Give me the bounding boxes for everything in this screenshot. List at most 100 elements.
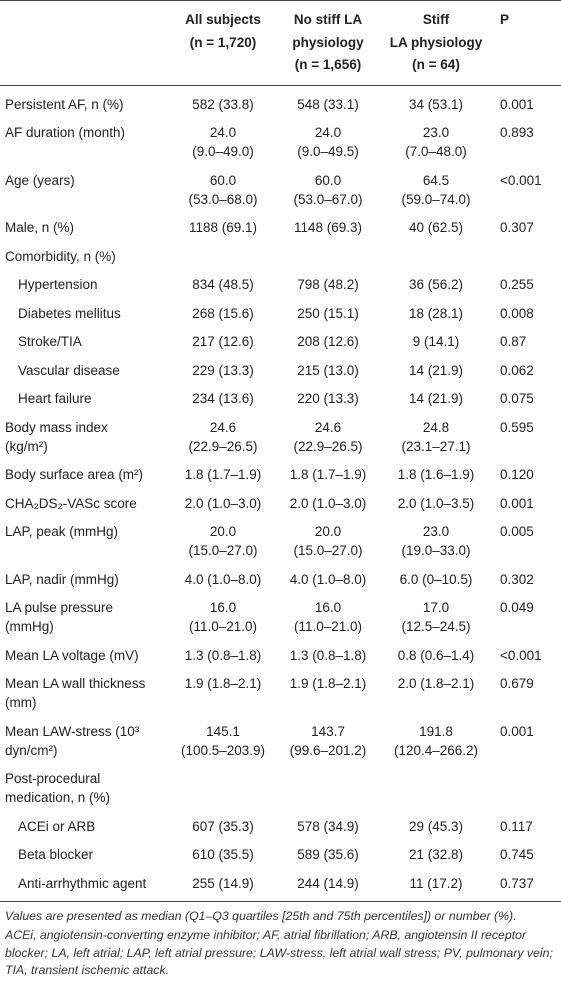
row-label: Mean LAW-stress (10³ dyn/cm²): [0, 717, 172, 765]
column-header: Stiff LA physiology (n = 64): [382, 0, 490, 86]
table-row: LAP, peak (mmHg) 20.0 (15.0–27.0) 20.0 (15.0…: [0, 517, 561, 565]
data-cell: 23.0 (7.0–48.0): [382, 118, 490, 166]
table-row: Body surface area (m²) 1.8 (1.7–1.9) 1.8 (…: [0, 460, 561, 489]
cell-line: 220 (13.3): [297, 391, 359, 406]
data-cell: 17.0 (12.5–24.5): [382, 593, 490, 641]
table-row: Mean LAW-stress (10³ dyn/cm²) 145.1 (100.5–…: [0, 717, 561, 765]
cell-line: 215 (13.0): [297, 362, 359, 378]
cell-line: Stiff: [422, 12, 450, 27]
cell-line: 1.8 (1.7–1.9): [289, 467, 367, 482]
data-cell: 0.049: [490, 593, 561, 641]
cell-line: LA pulse pressure: [5, 600, 114, 615]
cell-line: 1.9 (1.8–2.1): [184, 676, 262, 691]
cell-line: All subjects: [185, 12, 261, 27]
data-cell: 0.679: [490, 669, 561, 717]
data-cell: 18 (28.1): [382, 299, 490, 328]
cell-line: 1148 (69.3): [293, 220, 363, 235]
data-cell: 0.255: [490, 270, 561, 299]
cell-line: 0.302: [500, 571, 534, 587]
cell-line: (120.4–266.2): [393, 742, 479, 758]
cell-line: 145.1: [206, 723, 240, 739]
data-cell: 60.0 (53.0–67.0): [274, 166, 382, 214]
data-cell: 607 (35.3): [172, 812, 274, 841]
footnote: ACEi, angiotensin-converting enzyme inhi…: [5, 928, 553, 977]
cell-line: 2.0 (1.0–3.0): [289, 495, 367, 511]
cell-line: 0.062: [500, 362, 534, 378]
table-row: Mean LA voltage (mV) 1.3 (0.8–1.8) 1.3 (0.…: [0, 641, 561, 670]
table-row: Comorbidity, n (%): [0, 242, 561, 271]
data-cell: 0.062: [490, 356, 561, 385]
row-label: Post-procedural medication, n (%): [0, 764, 172, 812]
data-cell: 191.8 (120.4–266.2): [382, 717, 490, 765]
data-cell: 250 (15.1): [274, 299, 382, 328]
cell-line: (7.0–48.0): [405, 144, 467, 159]
row-label: LAP, peak (mmHg): [0, 517, 172, 565]
table-row: Vascular disease 229 (13.3) 215 (13.0) 14 (…: [0, 356, 561, 385]
cell-line: (n = 1,720): [189, 34, 257, 50]
data-cell: 0.745: [490, 840, 561, 869]
cell-line: 0.075: [500, 391, 534, 406]
row-label: LA pulse pressure (mmHg): [0, 593, 172, 641]
cell-line: 208 (12.6): [297, 334, 359, 349]
data-cell: 0.302: [490, 565, 561, 594]
cell-line: Persistent AF, n (%): [5, 96, 124, 112]
data-cell: 0.075: [490, 384, 561, 413]
cell-line: 0.255: [500, 277, 534, 292]
data-cell: 548 (33.1): [274, 85, 382, 118]
row-label: Age (years): [0, 166, 172, 214]
cell-line: 250 (15.1): [297, 305, 359, 321]
data-cell: 208 (12.6): [274, 327, 382, 356]
cell-line: LA physiology: [389, 34, 483, 50]
data-cell: 24.0 (9.0–49.5): [274, 118, 382, 166]
row-label: Body mass index (kg/m²): [0, 413, 172, 461]
footnote: Values are presented as median (Q1–Q3 qu…: [5, 908, 517, 923]
data-cell: 145.1 (100.5–203.9): [172, 717, 274, 765]
cell-line: 1.8 (1.7–1.9): [184, 467, 262, 482]
cell-line: 2.0 (1.0–3.0): [184, 495, 262, 511]
cell-line: 1.9 (1.8–2.1): [289, 676, 367, 691]
cell-line: 20.0: [209, 524, 237, 539]
cell-line: 64.5: [422, 172, 450, 188]
data-cell: 0.595: [490, 413, 561, 461]
data-cell: 0.893: [490, 118, 561, 166]
cell-line: Age (years): [5, 172, 75, 188]
table-row: Hypertension 834 (48.5) 798 (48.2) 36 (56.2…: [0, 270, 561, 299]
cell-line: 4.0 (1.0–8.0): [289, 571, 367, 587]
empty-cell: [172, 764, 561, 812]
cell-line: medication, n (%): [5, 790, 111, 805]
data-cell: 2.0 (1.0–3.0): [172, 489, 274, 518]
cell-line: 36 (56.2): [408, 277, 464, 292]
cell-line: 34 (53.1): [408, 96, 464, 112]
cell-line: 18 (28.1): [408, 305, 464, 321]
data-cell: 0.008: [490, 299, 561, 328]
cell-line: (11.0–21.0): [293, 619, 363, 634]
cell-line: 60.0: [209, 172, 237, 188]
table-row: Stroke/TIA 217 (12.6) 208 (12.6) 9 (14.1) 0.…: [0, 327, 561, 356]
data-cell: 34 (53.1): [382, 85, 490, 118]
data-cell: 143.7 (99.6–201.2): [274, 717, 382, 765]
cell-line: (19.0–33.0): [401, 543, 471, 558]
cell-line: Male, n (%): [5, 220, 75, 235]
table-row: LA pulse pressure (mmHg) 16.0 (11.0–21.0) 16…: [0, 593, 561, 641]
cell-line: 1.8 (1.6–1.9): [397, 467, 475, 482]
data-cell: 0.8 (0.6–1.4): [382, 641, 490, 670]
cell-line: 0.87: [500, 334, 527, 349]
cell-line: 0.008: [500, 305, 534, 321]
header-row: All subjects (n = 1,720) No stiff LA physio…: [0, 0, 561, 86]
cell-line: ACEi or ARB: [18, 818, 96, 834]
cell-line: 1188 (69.1): [188, 220, 258, 235]
cell-line: (n = 64): [412, 57, 460, 72]
table-row: AF duration (month) 24.0 (9.0–49.0) 24.0 (9.…: [0, 118, 561, 166]
cell-line: (22.9–26.5): [293, 438, 363, 454]
cell-line: 0.001: [500, 723, 534, 739]
cell-line: 24.6: [314, 419, 342, 435]
data-cell: 16.0 (11.0–21.0): [172, 593, 274, 641]
cell-line: CHA₂DS₂-VASc score: [5, 495, 137, 511]
table-row: Heart failure 234 (13.6) 220 (13.3) 14 (21.…: [0, 384, 561, 413]
cell-line: Diabetes mellitus: [18, 305, 121, 321]
row-label: LAP, nadir (mmHg): [0, 565, 172, 594]
cell-line: Body mass index: [5, 419, 108, 435]
cell-line: Body surface area (m²): [5, 467, 144, 482]
data-cell: 29 (45.3): [382, 812, 490, 841]
cell-line: P: [500, 12, 510, 27]
